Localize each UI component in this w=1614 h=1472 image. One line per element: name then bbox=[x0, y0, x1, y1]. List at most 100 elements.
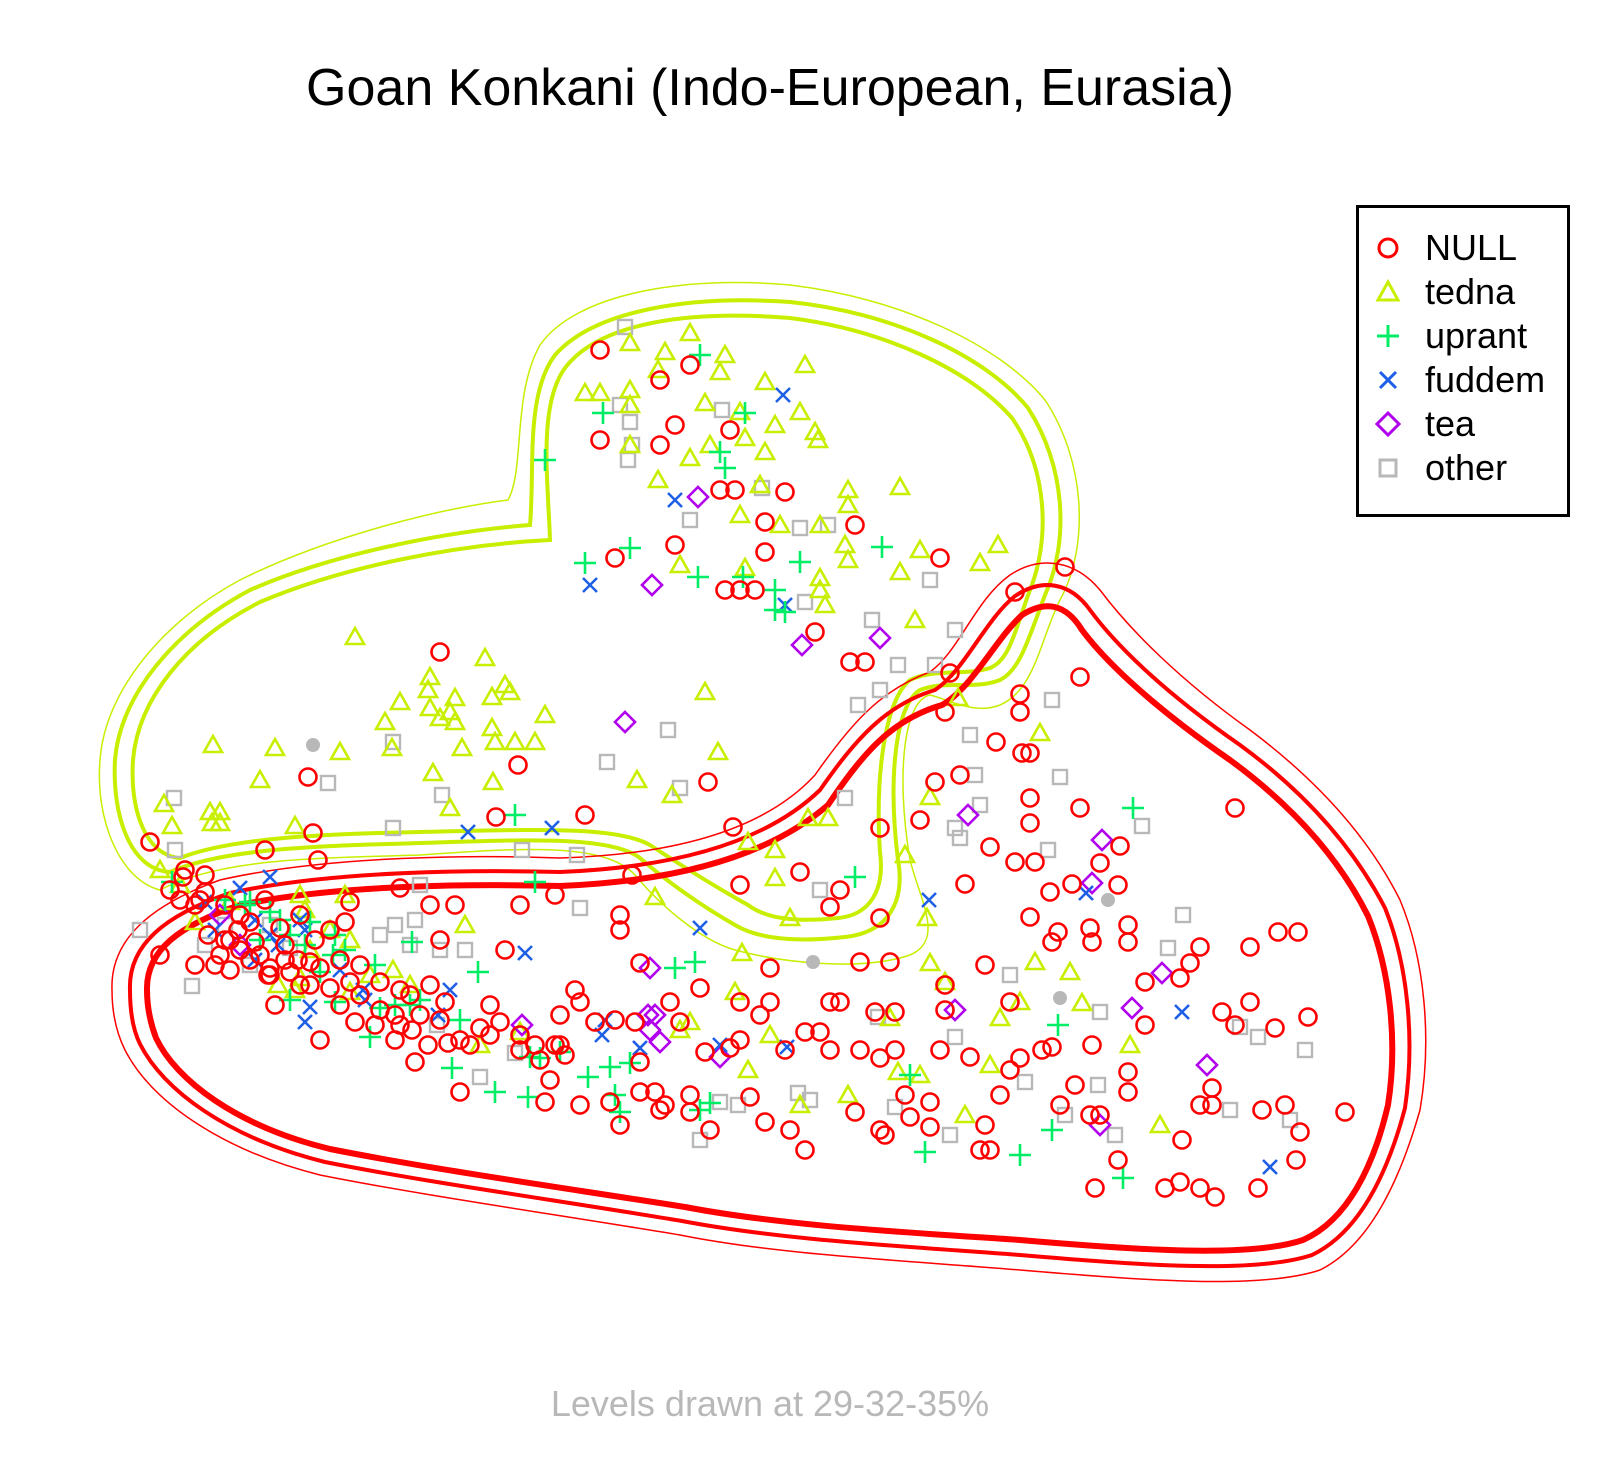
data-point-null bbox=[1225, 1015, 1245, 1035]
data-point-null bbox=[555, 1045, 575, 1065]
chart-title: Goan Konkani (Indo-European, Eurasia) bbox=[306, 59, 1234, 117]
data-point-uprant bbox=[534, 449, 556, 471]
data-point-tedna bbox=[918, 785, 942, 806]
data-point-null bbox=[1170, 968, 1190, 988]
data-point-null bbox=[330, 995, 350, 1015]
data-point-other bbox=[796, 593, 814, 611]
data-point-null bbox=[940, 663, 960, 683]
data-point-null bbox=[622, 865, 642, 885]
data-point-null bbox=[760, 958, 780, 978]
data-point-other bbox=[1051, 768, 1069, 786]
circle-icon bbox=[1377, 237, 1399, 259]
data-point-other bbox=[1043, 691, 1061, 709]
data-point-null bbox=[210, 945, 230, 965]
data-point-tedna bbox=[708, 360, 732, 381]
data-point-null bbox=[390, 878, 410, 898]
data-point-null bbox=[300, 975, 320, 995]
data-point-uprant bbox=[517, 1086, 539, 1108]
data-point-null bbox=[445, 895, 465, 915]
data-point-other bbox=[681, 511, 699, 529]
data-point-null bbox=[775, 482, 795, 502]
data-point-tedna bbox=[263, 736, 287, 757]
data-point-null bbox=[795, 1140, 815, 1160]
data-point-null bbox=[1190, 937, 1210, 957]
data-point-tea bbox=[636, 1003, 660, 1027]
data-point-null bbox=[486, 807, 506, 827]
data-point-null bbox=[230, 905, 250, 925]
null-contour-32 bbox=[127, 583, 1412, 1269]
data-point-tedna bbox=[968, 551, 992, 572]
legend-item-fuddem: fuddem bbox=[1373, 358, 1545, 402]
data-point-null bbox=[228, 920, 248, 940]
data-point-null bbox=[570, 1095, 590, 1115]
data-point-null bbox=[310, 958, 330, 978]
data-point-null bbox=[265, 995, 285, 1015]
data-point-tedna bbox=[660, 783, 684, 804]
data-point-null bbox=[910, 810, 930, 830]
data-point-null bbox=[1212, 1002, 1232, 1022]
data-point-tedna bbox=[208, 800, 232, 821]
data-point-tedna bbox=[808, 566, 832, 587]
data-point-null bbox=[870, 1048, 890, 1068]
data-point-uprant bbox=[914, 1141, 936, 1163]
data-point-fuddem bbox=[247, 952, 263, 968]
data-point-null bbox=[240, 950, 260, 970]
data-point-uprant bbox=[699, 1092, 721, 1114]
data-point-uprant bbox=[524, 871, 546, 893]
legend-label: tedna bbox=[1425, 271, 1516, 312]
data-point-null bbox=[270, 918, 290, 938]
data-point-tedna bbox=[588, 381, 612, 402]
data-point-other bbox=[598, 753, 616, 771]
data-point-null bbox=[450, 1030, 470, 1050]
data-point-tedna bbox=[886, 1060, 910, 1081]
data-point-tedna bbox=[728, 503, 752, 524]
null-contour-35 bbox=[143, 603, 1396, 1254]
data-point-other bbox=[941, 1126, 959, 1144]
data-point-other bbox=[1056, 1106, 1074, 1124]
data-point-tedna bbox=[388, 690, 412, 711]
data-point-tedna bbox=[730, 941, 754, 962]
data-point-tedna bbox=[183, 910, 207, 931]
data-point-null bbox=[650, 1100, 670, 1120]
data-point-tedna bbox=[523, 730, 547, 751]
data-point-uprant bbox=[689, 344, 711, 366]
data-point-null bbox=[755, 542, 775, 562]
data-point-tedna bbox=[893, 843, 917, 864]
data-point-uprant bbox=[599, 1056, 621, 1078]
data-point-uprant bbox=[714, 457, 736, 479]
data-point-other bbox=[849, 696, 867, 714]
data-point-tedna bbox=[763, 866, 787, 887]
legend-label: other bbox=[1425, 447, 1508, 488]
data-point-null bbox=[935, 702, 955, 722]
data-point-tedna bbox=[625, 768, 649, 789]
data-point-other bbox=[1106, 1126, 1124, 1144]
data-point-other bbox=[951, 829, 969, 847]
data-point-null bbox=[173, 867, 193, 887]
data-point-null bbox=[350, 985, 370, 1005]
data-point-other bbox=[713, 401, 731, 419]
data-point-null bbox=[720, 420, 740, 440]
data-point-other bbox=[616, 318, 634, 336]
data-point-other bbox=[691, 1131, 709, 1149]
data-point-null bbox=[1252, 1100, 1272, 1120]
data-point-null bbox=[370, 1000, 390, 1020]
data-point-null bbox=[1010, 684, 1030, 704]
data-point-tedna bbox=[933, 970, 957, 991]
data-point-null bbox=[160, 880, 180, 900]
data-point-other bbox=[433, 786, 451, 804]
data-point-null bbox=[680, 355, 700, 375]
data-point-fuddem bbox=[775, 387, 791, 403]
data-point-other bbox=[811, 881, 829, 899]
data-point-tedna bbox=[480, 685, 504, 706]
data-point-other bbox=[1296, 1041, 1314, 1059]
data-point-null bbox=[986, 732, 1006, 752]
data-point-uprant bbox=[359, 1026, 381, 1048]
data-point-tea bbox=[686, 485, 710, 509]
data-point-null bbox=[280, 962, 300, 982]
data-point-null bbox=[845, 515, 865, 535]
plus-icon bbox=[1377, 325, 1399, 347]
data-point-tedna bbox=[438, 796, 462, 817]
data-point-null bbox=[680, 1102, 700, 1122]
data-point-tedna bbox=[768, 513, 792, 534]
data-point-null bbox=[665, 535, 685, 555]
